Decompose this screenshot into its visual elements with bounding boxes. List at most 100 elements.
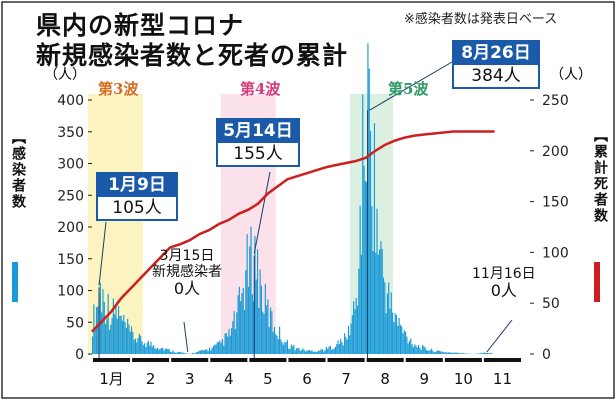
bar	[166, 348, 168, 354]
bar	[385, 313, 387, 354]
x-tick-label: 8	[380, 370, 390, 388]
bar	[251, 294, 253, 354]
callout-jan9-value: 105人	[112, 198, 162, 218]
bar	[275, 334, 277, 354]
bar	[407, 343, 409, 354]
bar	[294, 350, 296, 354]
bar	[223, 345, 225, 354]
bar	[246, 234, 248, 354]
annotation-nov16: 11月16日 0人	[472, 266, 536, 300]
bar	[260, 285, 263, 354]
right-tick-label: 50	[542, 296, 560, 312]
bar	[388, 282, 390, 354]
bar	[423, 346, 425, 354]
bar	[440, 351, 442, 354]
bar	[271, 311, 273, 354]
bar	[207, 351, 209, 354]
bar	[184, 353, 186, 354]
right-axis-marker	[594, 262, 600, 302]
bar	[215, 344, 217, 354]
bar	[421, 345, 424, 354]
bar	[327, 348, 329, 354]
annotation-mar15-value: 0人	[173, 279, 201, 299]
bar	[362, 94, 364, 354]
bar	[419, 347, 421, 354]
bar	[443, 352, 446, 354]
bar	[351, 315, 353, 354]
arrow-nov16	[486, 319, 513, 353]
bar	[277, 339, 279, 354]
bar	[403, 330, 405, 354]
bar	[267, 299, 269, 354]
bar	[263, 313, 265, 354]
bar	[94, 329, 96, 354]
bar	[255, 279, 257, 354]
bar	[379, 249, 381, 354]
bar	[368, 68, 370, 355]
bar	[182, 352, 185, 354]
bar	[250, 226, 252, 354]
bar	[256, 249, 259, 354]
bar	[414, 344, 416, 354]
bar	[185, 353, 187, 354]
bar	[429, 350, 431, 354]
bar	[394, 313, 396, 354]
bar	[405, 331, 407, 354]
bar	[121, 320, 124, 354]
bar	[297, 347, 299, 354]
bar	[490, 353, 492, 354]
bar	[124, 322, 126, 354]
bar	[345, 336, 347, 354]
right-tick-label: 0	[542, 347, 551, 363]
bar	[168, 349, 170, 354]
bar	[243, 309, 246, 354]
bar	[123, 315, 125, 354]
bar	[489, 352, 491, 354]
bar	[220, 342, 222, 354]
x-tick-label: 11	[493, 370, 512, 388]
bar	[286, 339, 288, 354]
bar	[410, 338, 412, 354]
bar	[359, 205, 361, 354]
bar	[398, 317, 400, 354]
annotation-mar15: 3月15日 新規感染者 0人	[152, 248, 222, 299]
bar	[441, 351, 443, 354]
bar	[140, 335, 142, 354]
bar	[204, 349, 207, 354]
left-axis-unit: （人）	[44, 67, 86, 83]
bar	[397, 325, 399, 354]
bar	[280, 339, 282, 354]
bar	[169, 351, 172, 354]
bar	[390, 292, 392, 354]
arrow-jan9	[98, 221, 107, 286]
bar	[371, 206, 373, 354]
bar	[253, 301, 255, 354]
bar	[310, 350, 312, 354]
bar	[323, 351, 325, 354]
bar	[193, 353, 195, 354]
bar	[106, 318, 108, 354]
bar	[411, 344, 413, 354]
callout-jan9-date: 1月9日	[98, 174, 176, 197]
bar	[211, 347, 213, 354]
callout-aug26-value: 384人	[471, 66, 521, 86]
bar	[456, 352, 459, 354]
bar	[347, 325, 350, 354]
bar	[479, 353, 481, 354]
annotation-mar15-text: 新規感染者	[152, 264, 222, 281]
bar	[324, 349, 326, 354]
bar	[203, 350, 205, 354]
bar	[101, 312, 103, 354]
bar	[240, 301, 242, 354]
bar	[442, 352, 444, 354]
bar	[315, 351, 317, 354]
bar	[281, 342, 283, 354]
bar	[307, 350, 309, 354]
bar	[229, 335, 231, 354]
bar	[314, 351, 316, 354]
right-tick-label: 200	[542, 144, 569, 160]
bar	[233, 311, 235, 354]
wave5-label: 第5波	[388, 80, 429, 98]
